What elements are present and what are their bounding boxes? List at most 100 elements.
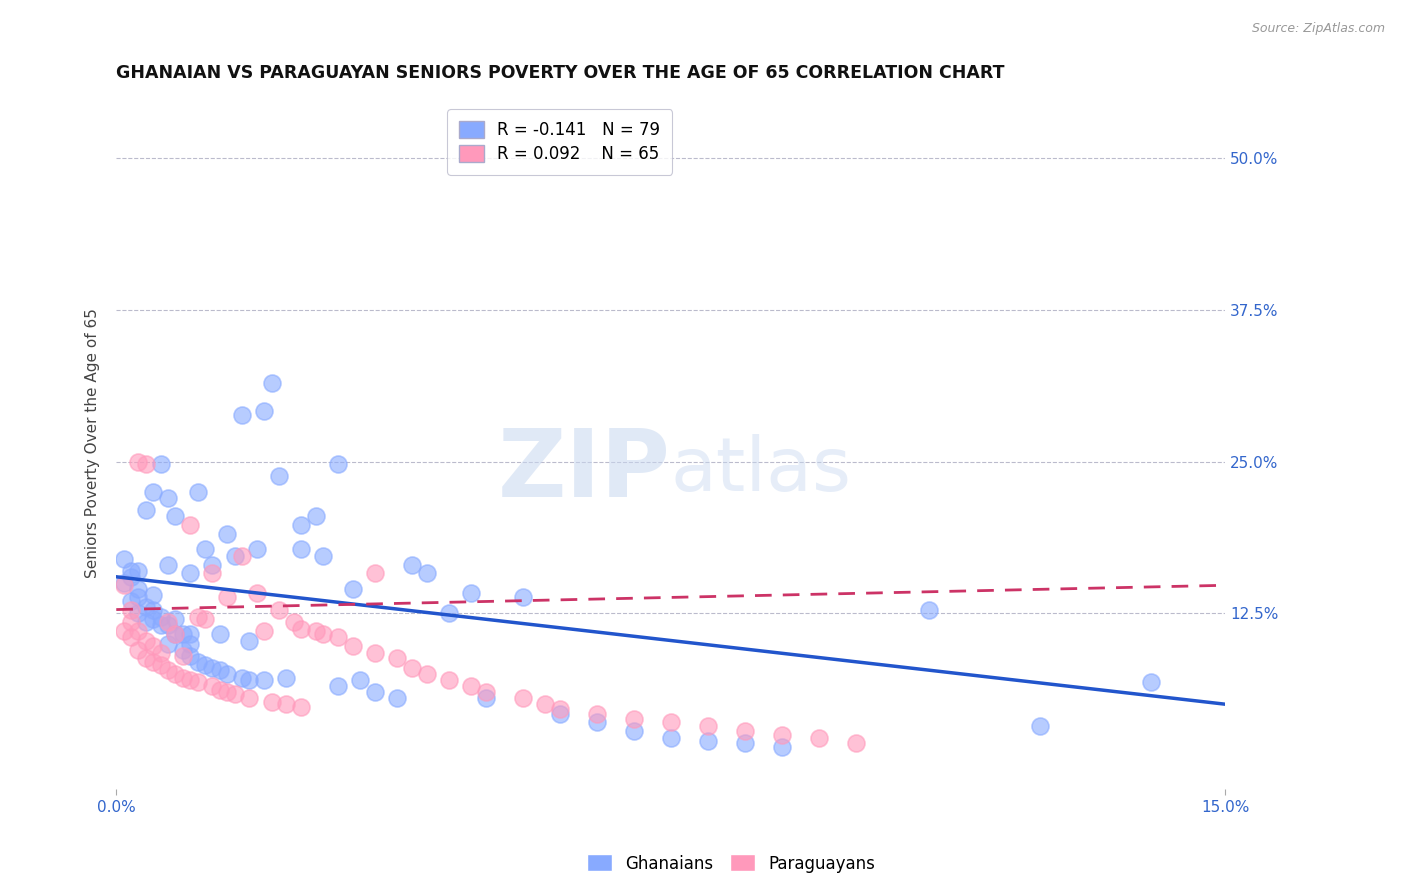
Point xyxy=(385,691,408,706)
Point xyxy=(326,457,349,471)
Point xyxy=(142,612,165,626)
Point xyxy=(276,671,298,685)
Point xyxy=(623,712,645,726)
Point xyxy=(201,566,224,581)
Point xyxy=(157,558,180,572)
Point xyxy=(246,585,269,599)
Point xyxy=(283,615,305,629)
Point xyxy=(208,682,231,697)
Point xyxy=(120,570,142,584)
Point xyxy=(460,679,482,693)
Point xyxy=(326,631,349,645)
Point xyxy=(238,634,260,648)
Point xyxy=(120,594,142,608)
Point xyxy=(512,691,534,706)
Point xyxy=(585,715,607,730)
Point xyxy=(112,578,135,592)
Point xyxy=(475,685,498,699)
Point xyxy=(217,527,239,541)
Point xyxy=(734,736,756,750)
Point xyxy=(918,602,941,616)
Point xyxy=(217,666,239,681)
Point xyxy=(187,675,209,690)
Point xyxy=(135,615,157,629)
Point xyxy=(165,509,187,524)
Point xyxy=(194,612,217,626)
Point xyxy=(120,564,142,578)
Point xyxy=(534,697,557,711)
Point xyxy=(416,566,439,581)
Point xyxy=(179,636,201,650)
Point xyxy=(460,585,482,599)
Point xyxy=(135,457,157,471)
Point xyxy=(305,509,328,524)
Text: atlas: atlas xyxy=(671,434,852,508)
Point xyxy=(127,642,149,657)
Point xyxy=(734,723,756,738)
Point xyxy=(165,627,187,641)
Text: Source: ZipAtlas.com: Source: ZipAtlas.com xyxy=(1251,22,1385,36)
Point xyxy=(179,566,201,581)
Point xyxy=(548,702,571,716)
Point xyxy=(112,624,135,639)
Point xyxy=(349,673,371,687)
Point xyxy=(231,549,253,564)
Point xyxy=(201,661,224,675)
Point xyxy=(142,484,165,499)
Point xyxy=(149,658,172,673)
Point xyxy=(208,627,231,641)
Text: GHANAIAN VS PARAGUAYAN SENIORS POVERTY OVER THE AGE OF 65 CORRELATION CHART: GHANAIAN VS PARAGUAYAN SENIORS POVERTY O… xyxy=(117,64,1005,82)
Point xyxy=(201,679,224,693)
Point xyxy=(260,376,283,390)
Point xyxy=(149,610,172,624)
Point xyxy=(112,575,135,590)
Point xyxy=(364,646,387,660)
Point xyxy=(312,549,335,564)
Point xyxy=(142,639,165,653)
Point xyxy=(157,491,180,505)
Point xyxy=(416,666,439,681)
Y-axis label: Seniors Poverty Over the Age of 65: Seniors Poverty Over the Age of 65 xyxy=(86,309,100,578)
Point xyxy=(290,699,312,714)
Point xyxy=(120,602,142,616)
Point xyxy=(149,457,172,471)
Point xyxy=(135,651,157,665)
Point xyxy=(312,627,335,641)
Point xyxy=(127,582,149,596)
Point xyxy=(127,564,149,578)
Point xyxy=(187,610,209,624)
Point xyxy=(401,661,423,675)
Point xyxy=(172,671,194,685)
Point xyxy=(224,549,246,564)
Point xyxy=(696,719,718,733)
Point xyxy=(290,517,312,532)
Point xyxy=(437,606,460,620)
Point xyxy=(157,618,180,632)
Point xyxy=(770,727,793,741)
Point xyxy=(342,639,364,653)
Point xyxy=(385,651,408,665)
Point xyxy=(364,685,387,699)
Point xyxy=(659,731,682,746)
Point xyxy=(585,706,607,721)
Point xyxy=(305,624,328,639)
Point xyxy=(112,551,135,566)
Point xyxy=(135,600,157,615)
Point xyxy=(253,624,276,639)
Point xyxy=(401,558,423,572)
Point xyxy=(127,624,149,639)
Point xyxy=(659,715,682,730)
Point xyxy=(179,673,201,687)
Point xyxy=(120,615,142,629)
Point xyxy=(290,622,312,636)
Point xyxy=(807,731,830,746)
Point xyxy=(246,541,269,556)
Point xyxy=(172,648,194,663)
Legend: Ghanaians, Paraguayans: Ghanaians, Paraguayans xyxy=(581,847,882,880)
Point xyxy=(157,636,180,650)
Point xyxy=(217,685,239,699)
Point xyxy=(165,612,187,626)
Point xyxy=(1140,675,1163,690)
Point xyxy=(238,691,260,706)
Point xyxy=(127,591,149,605)
